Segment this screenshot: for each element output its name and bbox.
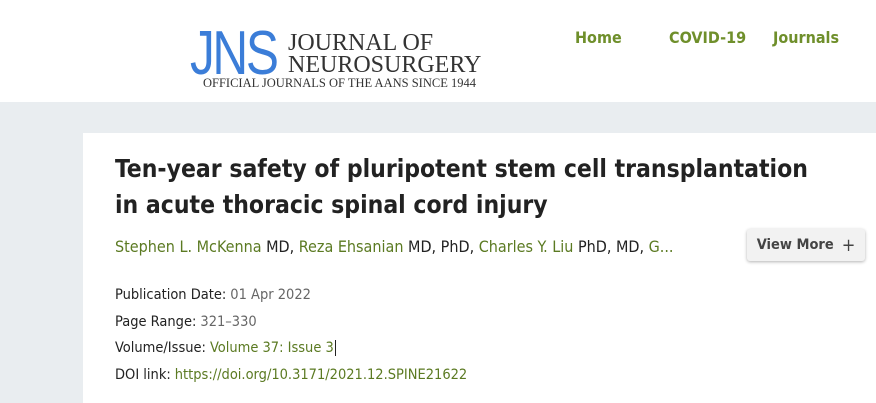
page-range: Page Range: 321–330 <box>115 314 257 330</box>
article-card: Ten-year safety of pluripotent stem cell… <box>83 133 876 403</box>
doi-label: DOI link: <box>115 367 171 383</box>
publication-date-value: 01 Apr 2022 <box>230 287 311 303</box>
author-degree: MD, <box>261 237 299 256</box>
logo-tagline: OFFICIAL JOURNALS OF THE AANS SINCE 1944 <box>203 76 476 90</box>
author-degree: MD, PhD, <box>403 237 479 256</box>
logo-mark: JNS <box>190 19 279 88</box>
plus-icon: + <box>841 234 856 256</box>
volume-issue-label: Volume/Issue: <box>115 340 206 356</box>
view-more-button[interactable]: View More + <box>747 229 865 261</box>
author-link[interactable]: G... <box>648 237 674 256</box>
author-link[interactable]: Charles Y. Liu <box>478 237 574 256</box>
doi: DOI link: https://doi.org/10.3171/2021.12… <box>115 367 467 383</box>
volume-issue-link[interactable]: Volume 37: Issue 3 <box>209 340 334 356</box>
doi-link[interactable]: https://doi.org/10.3171/2021.12.SPINE216… <box>174 367 468 383</box>
author-link[interactable]: Reza Ehsanian <box>298 237 404 256</box>
logo-line1: JOURNAL OF <box>288 30 434 56</box>
nav-covid-19[interactable]: COVID-19 <box>669 28 747 47</box>
site-header: JNS JOURNAL OF NEUROSURGERY OFFICIAL JOU… <box>0 0 876 102</box>
page-range-label: Page Range: <box>115 314 197 330</box>
nav-journals[interactable]: Journals <box>773 28 840 47</box>
view-more-label: View More <box>756 237 834 253</box>
author-degree: PhD, MD, <box>573 237 649 256</box>
text-cursor <box>334 340 336 356</box>
volume-issue: Volume/Issue: Volume 37: Issue 3 <box>115 340 336 356</box>
nav-home[interactable]: Home <box>575 28 622 47</box>
author-link[interactable]: Stephen L. McKenna <box>115 237 262 256</box>
page-range-value: 321–330 <box>200 314 257 330</box>
jns-logo[interactable]: JNS JOURNAL OF NEUROSURGERY OFFICIAL JOU… <box>190 19 482 94</box>
article-title: Ten-year safety of pluripotent stem cell… <box>115 154 808 219</box>
publication-date-label: Publication Date: <box>115 287 227 303</box>
logo-line2: NEUROSURGERY <box>288 52 482 78</box>
author-list: Stephen L. McKenna MD, Reza Ehsanian MD,… <box>115 237 674 256</box>
publication-date: Publication Date: 01 Apr 2022 <box>115 287 311 303</box>
